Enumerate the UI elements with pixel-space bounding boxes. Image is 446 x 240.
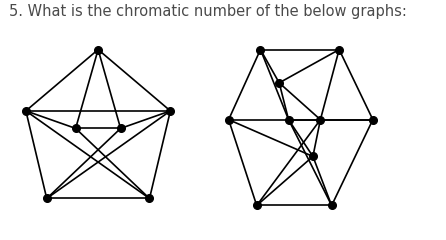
Text: 5. What is the chromatic number of the below graphs:: 5. What is the chromatic number of the b… (9, 4, 407, 19)
